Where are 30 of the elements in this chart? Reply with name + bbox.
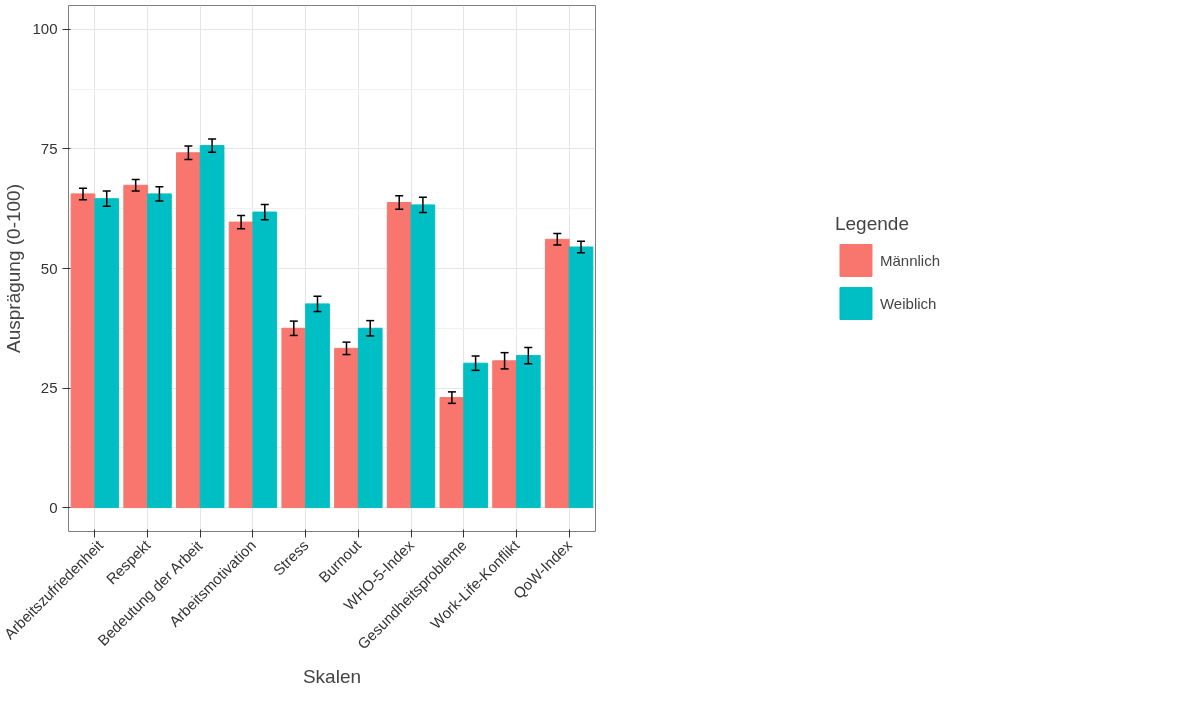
y-tick-label: 0 (49, 498, 58, 516)
bar (305, 303, 330, 509)
bar (199, 145, 225, 509)
legend-label: Weiblich (879, 294, 937, 312)
bar (252, 211, 278, 509)
bar (515, 355, 541, 509)
y-tick-label: 75 (40, 139, 58, 157)
bar (147, 193, 172, 509)
bar (94, 198, 120, 509)
bar (386, 202, 412, 509)
legend-title: Legende (834, 213, 910, 235)
bar (228, 221, 254, 509)
bar (334, 347, 359, 509)
bar (176, 152, 201, 509)
y-tick-label: 25 (40, 379, 58, 397)
bar (70, 193, 96, 509)
legend-label: Männlich (879, 251, 941, 269)
bar (568, 246, 594, 509)
bar (463, 362, 488, 509)
y-axis-title: Ausprägung (0-100) (3, 184, 25, 353)
y-tick-label: 50 (40, 259, 58, 277)
bar (357, 327, 383, 509)
bar (439, 397, 465, 509)
x-axis-title: Skalen (302, 666, 362, 688)
bar (492, 360, 517, 509)
bar (410, 204, 436, 509)
bar (281, 327, 307, 509)
bar (544, 238, 570, 509)
y-tick-label: 100 (32, 20, 58, 38)
bar (123, 184, 149, 509)
